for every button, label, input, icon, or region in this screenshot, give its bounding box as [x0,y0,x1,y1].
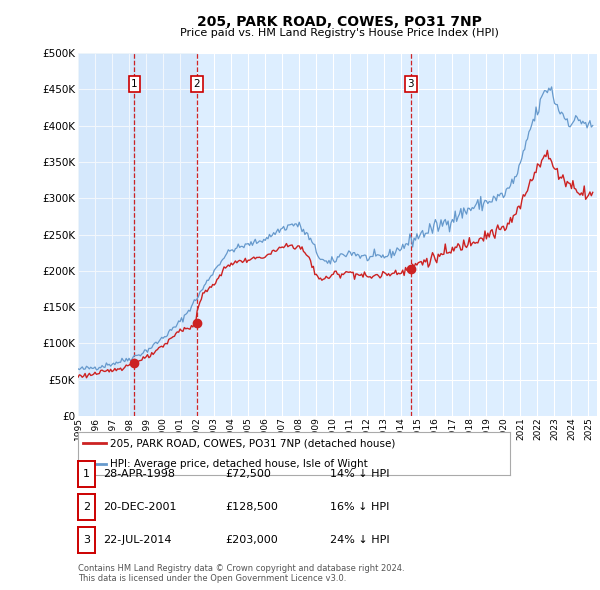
Text: £128,500: £128,500 [225,502,278,512]
Bar [197,53,410,416]
Text: 205, PARK ROAD, COWES, PO31 7NP (detached house): 205, PARK ROAD, COWES, PO31 7NP (detache… [110,438,396,448]
Text: 205, PARK ROAD, COWES, PO31 7NP: 205, PARK ROAD, COWES, PO31 7NP [197,15,481,29]
Text: Price paid vs. HM Land Registry's House Price Index (HPI): Price paid vs. HM Land Registry's House … [179,28,499,38]
Text: 20-DEC-2001: 20-DEC-2001 [103,502,176,512]
Text: 14% ↓ HPI: 14% ↓ HPI [330,468,389,478]
Text: 24% ↓ HPI: 24% ↓ HPI [330,535,389,545]
Text: 16% ↓ HPI: 16% ↓ HPI [330,502,389,512]
Text: 2: 2 [83,502,90,512]
Text: £72,500: £72,500 [225,468,271,478]
Bar [78,53,134,416]
Text: Contains HM Land Registry data © Crown copyright and database right 2024.
This d: Contains HM Land Registry data © Crown c… [78,563,404,583]
Text: 3: 3 [83,535,90,545]
Text: 28-APR-1998: 28-APR-1998 [103,468,175,478]
Text: £203,000: £203,000 [225,535,278,545]
Text: 22-JUL-2014: 22-JUL-2014 [103,535,172,545]
Text: 1: 1 [83,468,90,478]
Text: HPI: Average price, detached house, Isle of Wight: HPI: Average price, detached house, Isle… [110,460,368,469]
Bar [134,53,197,416]
Text: 2: 2 [193,79,200,89]
Text: 1: 1 [131,79,138,89]
Text: 3: 3 [407,79,414,89]
